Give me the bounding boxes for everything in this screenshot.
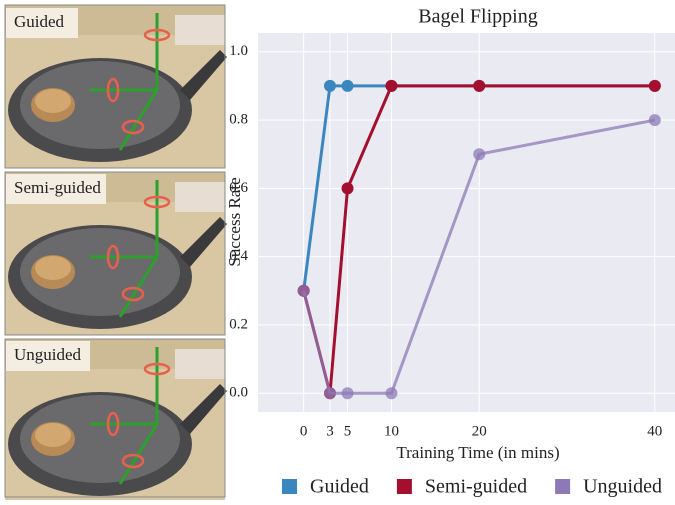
- y-tick-label: 0.4: [229, 248, 248, 264]
- data-point: [342, 182, 354, 194]
- image-panel: Guided: [5, 5, 227, 168]
- y-tick-label: 0.6: [229, 180, 248, 196]
- y-tick-label: 0.2: [229, 316, 248, 332]
- x-tick-label: 5: [344, 423, 352, 439]
- panel-label: Guided: [14, 12, 65, 31]
- data-point: [342, 387, 354, 399]
- x-tick-label: 40: [647, 423, 662, 439]
- chart-title: Bagel Flipping: [418, 6, 537, 28]
- panel-label: Unguided: [14, 345, 82, 364]
- data-point: [473, 148, 485, 160]
- data-point: [342, 80, 354, 92]
- data-point: [385, 80, 397, 92]
- y-tick-label: 0.0: [229, 385, 248, 401]
- data-point: [385, 387, 397, 399]
- data-point: [473, 80, 485, 92]
- legend-swatch: [397, 479, 412, 494]
- y-tick-label: 1.0: [229, 43, 248, 59]
- data-point: [324, 80, 336, 92]
- x-tick-label: 3: [326, 423, 334, 439]
- data-point: [298, 285, 310, 297]
- x-tick-label: 20: [472, 423, 487, 439]
- data-point: [649, 80, 661, 92]
- data-point: [324, 387, 336, 399]
- data-point: [649, 114, 661, 126]
- image-panel: Unguided: [5, 339, 227, 500]
- figure: Guided Semi-guided Unguided Bagel Flippi…: [0, 0, 675, 500]
- y-tick-label: 0.8: [229, 112, 248, 128]
- legend-label: Semi-guided: [425, 476, 527, 498]
- legend-swatch: [282, 479, 297, 494]
- legend-label: Unguided: [583, 476, 662, 498]
- panel-label: Semi-guided: [14, 178, 101, 197]
- x-tick-label: 0: [300, 423, 308, 439]
- x-tick-label: 10: [384, 423, 399, 439]
- legend-label: Guided: [310, 476, 369, 498]
- x-axis-label: Training Time (in mins): [396, 443, 559, 462]
- legend-swatch: [555, 479, 570, 494]
- image-panel: Semi-guided: [5, 172, 227, 335]
